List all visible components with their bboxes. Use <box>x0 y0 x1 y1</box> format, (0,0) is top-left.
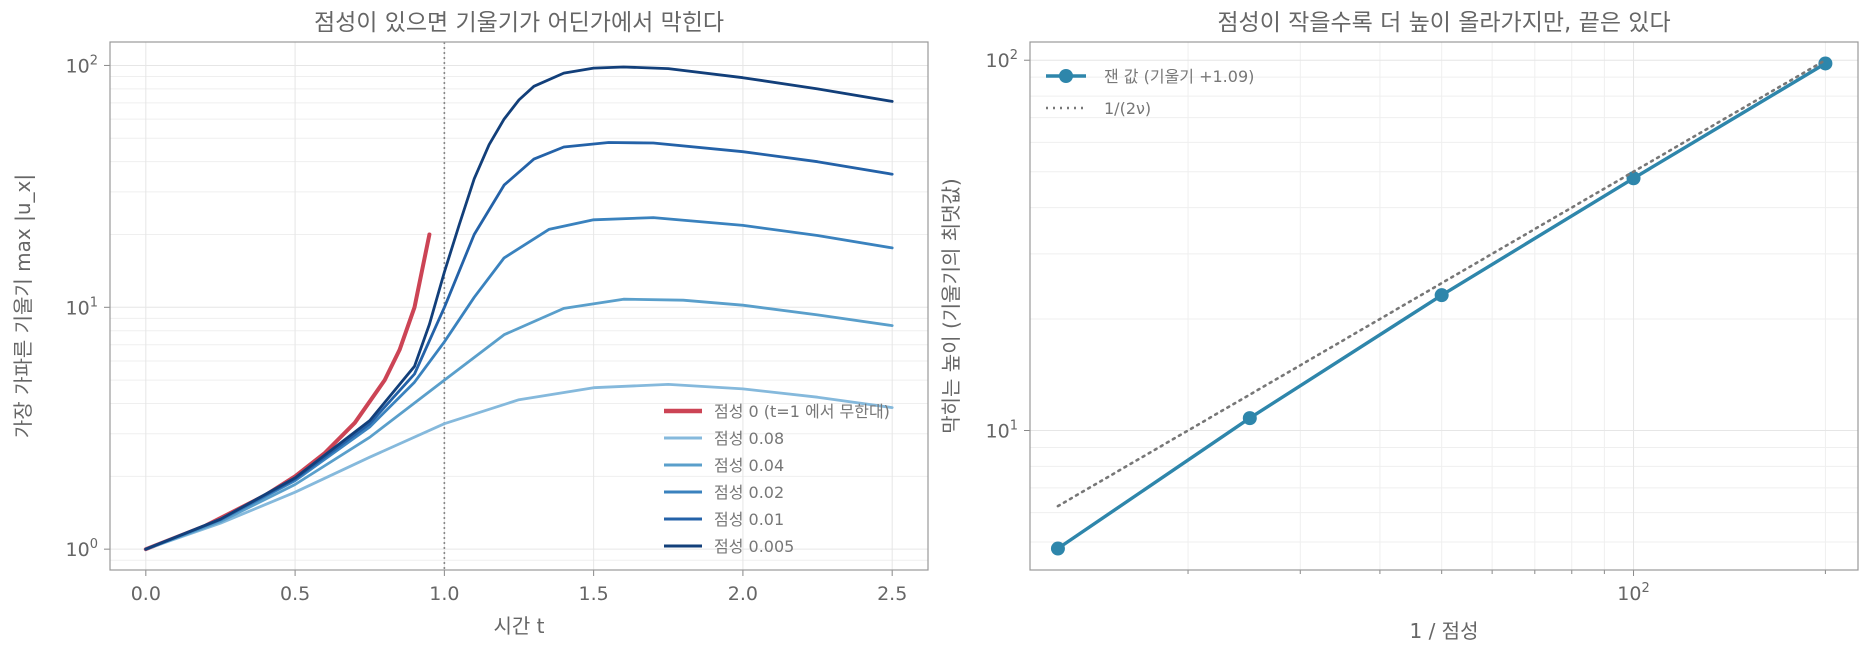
left-chart-series-line-0 <box>143 232 432 552</box>
left-chart-legend-label: 점성 0.02 <box>714 483 784 502</box>
right-chart-y-tick-label: 101 <box>986 418 1018 442</box>
left-chart-panel: 100 101 102 0.0 0.5 1.0 1.5 2.0 2.5 점성 0 (t=1 에서… <box>11 10 929 638</box>
left-chart-series-line-2 <box>144 297 894 551</box>
right-chart-title: 점성이 작을수록 더 높이 올라가지만, 끝은 있다 <box>1217 10 1670 36</box>
left-chart-x-axis-label: 시간 t <box>494 614 545 638</box>
left-chart-x-tick-label: 2.0 <box>728 583 758 605</box>
left-chart-title: 점성이 있으면 기울기가 어딘가에서 막힌다 <box>314 10 724 36</box>
left-chart-ticks: 100 101 102 0.0 0.5 1.0 1.5 2.0 2.5 <box>66 41 929 605</box>
left-chart-x-tick-label: 0.0 <box>131 583 161 605</box>
left-chart-y-tick-label: 101 <box>66 295 98 319</box>
right-chart-data-point <box>1050 541 1065 556</box>
right-chart-data-point <box>1818 56 1833 71</box>
right-chart-panel: 101 102 102 잰 값 (기울기 +1.09) 1/(2ν) 점성이 작을수록… <box>939 10 1859 643</box>
right-chart-legend: 잰 값 (기울기 +1.09) 1/(2ν) <box>1046 67 1254 118</box>
left-chart-series-line-1 <box>144 383 894 551</box>
left-chart-legend-label: 점성 0.01 <box>714 510 784 529</box>
right-chart-legend-marker <box>1059 69 1073 83</box>
right-chart-series-line-1 <box>1056 58 1827 508</box>
left-chart-y-tick-label: 100 <box>66 537 98 561</box>
left-chart-series-line-3 <box>144 216 894 551</box>
left-chart-grid <box>110 42 928 570</box>
left-chart-x-tick-label: 1.0 <box>429 583 459 605</box>
right-chart-x-tick-label: 102 <box>1617 581 1649 605</box>
left-chart-y-tick-label: 102 <box>66 53 98 77</box>
left-chart-frame <box>109 41 929 571</box>
right-chart-series <box>1050 56 1833 556</box>
right-chart-frame <box>1029 41 1859 571</box>
right-chart-legend-label: 1/(2ν) <box>1104 99 1151 118</box>
right-chart-legend-label: 잰 값 (기울기 +1.09) <box>1104 67 1254 86</box>
left-chart-x-tick-label: 1.5 <box>579 583 609 605</box>
right-chart-ticks: 101 102 102 <box>986 41 1859 605</box>
right-chart-grid <box>1030 42 1858 570</box>
left-chart-legend-label: 점성 0.08 <box>714 429 784 448</box>
left-chart-series-line-5 <box>144 65 894 551</box>
right-chart-y-tick-label: 102 <box>986 48 1018 72</box>
left-chart-legend-label: 점성 0.005 <box>714 537 794 556</box>
left-chart-series-line-4 <box>144 141 894 551</box>
right-chart-y-axis-label: 막히는 높이 (기울기의 최댓값) <box>939 178 963 433</box>
left-chart-y-axis-label: 가장 가파른 기울기 max |u_x| <box>11 174 35 438</box>
left-chart-legend: 점성 0 (t=1 에서 무한대) 점성 0.08 점성 0.04 점성 0.02 점성… <box>664 402 890 556</box>
right-chart-x-axis-label: 1 / 점성 <box>1410 619 1479 643</box>
left-chart-series <box>143 42 894 570</box>
left-chart-x-tick-label: 2.5 <box>877 583 907 605</box>
left-chart-legend-label: 점성 0.04 <box>714 456 784 475</box>
right-chart-data-point <box>1242 411 1257 426</box>
right-chart-data-point <box>1626 171 1641 186</box>
right-chart-data-point <box>1434 288 1449 303</box>
left-chart-legend-label: 점성 0 (t=1 에서 무한대) <box>714 402 890 421</box>
left-chart-x-tick-label: 0.5 <box>280 583 310 605</box>
